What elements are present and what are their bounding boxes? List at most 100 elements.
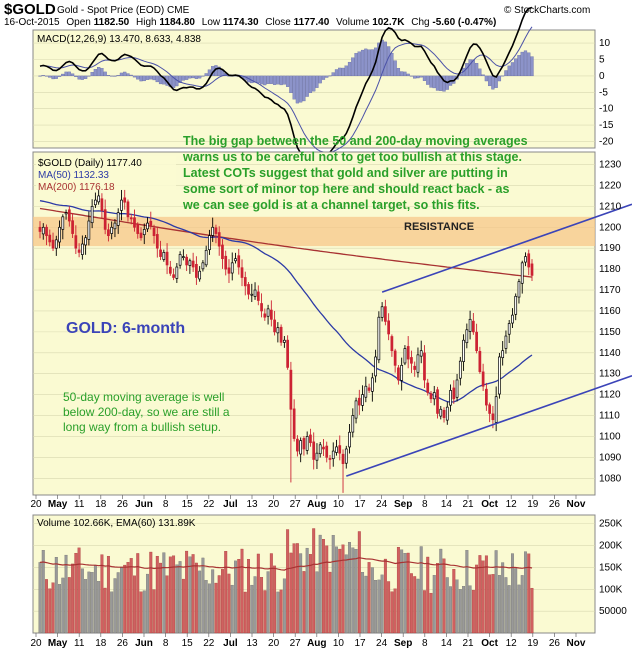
macd-histogram-bar	[338, 67, 342, 77]
candle-body	[426, 382, 430, 393]
price-panel: RESISTANCE GOLD: 6-month The big gap bet…	[32, 134, 632, 496]
candle-body	[403, 348, 407, 364]
candle-body	[214, 227, 218, 234]
candle-body	[188, 260, 192, 266]
volume-bar	[462, 586, 466, 634]
macd-histogram-bar	[390, 53, 394, 77]
candle-body	[410, 357, 413, 364]
date-tick-label: Jun	[135, 499, 153, 510]
candle-body	[439, 408, 443, 417]
volume-bar	[263, 590, 267, 634]
volume-bar	[90, 572, 94, 634]
note1-line: we can see gold is at a channel target, …	[182, 198, 480, 212]
candle-body	[455, 379, 459, 398]
volume-bar	[201, 557, 205, 634]
macd-histogram-bar	[181, 75, 185, 81]
macd-histogram-bar	[116, 75, 120, 77]
candle-body	[67, 209, 71, 222]
chart-title-label: GOLD: 6-month	[66, 320, 185, 337]
macd-histogram-bar	[312, 75, 316, 92]
date-tick-label: 14	[441, 499, 453, 510]
candle-body	[103, 209, 107, 230]
volume-bar	[282, 578, 286, 634]
date-tick-label: 19	[527, 499, 539, 510]
volume-bar	[436, 563, 439, 634]
volume-bar	[84, 579, 88, 634]
candle-body	[322, 446, 325, 450]
price-tick-label: 1150	[599, 327, 621, 338]
macd-histogram-bar	[302, 75, 306, 102]
candle-body	[524, 256, 527, 263]
volume-bar	[266, 571, 270, 634]
volume-bar	[315, 571, 319, 634]
volume-bar	[269, 553, 273, 634]
macd-histogram-bar	[426, 75, 430, 85]
candle-body	[520, 262, 524, 284]
candle-body	[87, 220, 91, 240]
date-tick-label: 20	[30, 638, 42, 649]
candle-body	[416, 354, 420, 373]
candle-body	[149, 220, 153, 226]
volume-bar	[387, 581, 391, 634]
volume-bar	[416, 578, 420, 634]
candle-body	[471, 320, 475, 333]
candle-body	[182, 256, 185, 258]
candle-body	[485, 388, 488, 406]
copyright: © StockCharts.com	[504, 5, 590, 16]
macd-histogram-bar	[468, 59, 472, 77]
candle-body	[123, 197, 127, 203]
macd-tick-label: 0	[599, 71, 605, 82]
candle-body	[234, 258, 237, 262]
volume-bar	[185, 550, 189, 634]
date-tick-label: 26	[549, 499, 561, 510]
price-tick-label: 1110	[599, 411, 620, 422]
volume-bar	[198, 570, 202, 634]
macd-histogram-bar	[409, 75, 414, 77]
volume-bar	[136, 553, 140, 634]
macd-histogram-bar	[504, 70, 508, 77]
candle-body	[423, 352, 426, 381]
volume-bar	[110, 591, 114, 634]
date-tick-label: Nov	[567, 638, 586, 649]
volume-bar	[243, 591, 247, 634]
macd-histogram-bar	[377, 42, 381, 77]
volume-bar	[494, 550, 498, 634]
volume-bar	[325, 545, 329, 634]
candle-body	[338, 445, 342, 454]
date-tick-label: Sep	[394, 638, 412, 649]
macd-histogram-bar	[523, 50, 528, 77]
volume-bar	[468, 585, 472, 634]
volume-bar	[279, 589, 283, 634]
date-tick-label: 17	[354, 499, 366, 510]
volume-bar	[374, 580, 378, 634]
macd-histogram-bar	[318, 75, 322, 84]
macd-histogram-bar	[123, 71, 127, 77]
candle-body	[227, 267, 231, 274]
macd-histogram-bar	[126, 73, 130, 77]
date-tick-label: 11	[74, 638, 85, 649]
volume-bar	[234, 560, 237, 634]
volume-bar	[484, 555, 488, 634]
candle-body	[527, 253, 531, 268]
candle-body	[185, 256, 188, 266]
macd-tick-label: -20	[599, 136, 614, 147]
macd-histogram-bar	[103, 71, 107, 77]
macd-histogram-bar	[347, 61, 352, 77]
macd-histogram-bar	[393, 60, 397, 77]
date-tick-label: 27	[290, 499, 302, 510]
candle-body	[501, 350, 505, 359]
volume-bar	[344, 554, 348, 634]
volume-bar	[354, 549, 358, 634]
volume-bar	[181, 578, 185, 634]
macd-histogram-bar	[520, 51, 524, 77]
macd-histogram-bar	[129, 74, 133, 77]
date-tick-label: Oct	[481, 499, 498, 510]
macd-histogram-bar	[178, 75, 182, 83]
candle-body	[283, 339, 286, 343]
candle-body	[71, 220, 74, 234]
candle-body	[253, 289, 257, 297]
macd-histogram-bar	[204, 73, 208, 77]
volume-bar	[224, 551, 228, 634]
volume-bar	[507, 585, 511, 634]
date-tick-label: 8	[163, 638, 169, 649]
